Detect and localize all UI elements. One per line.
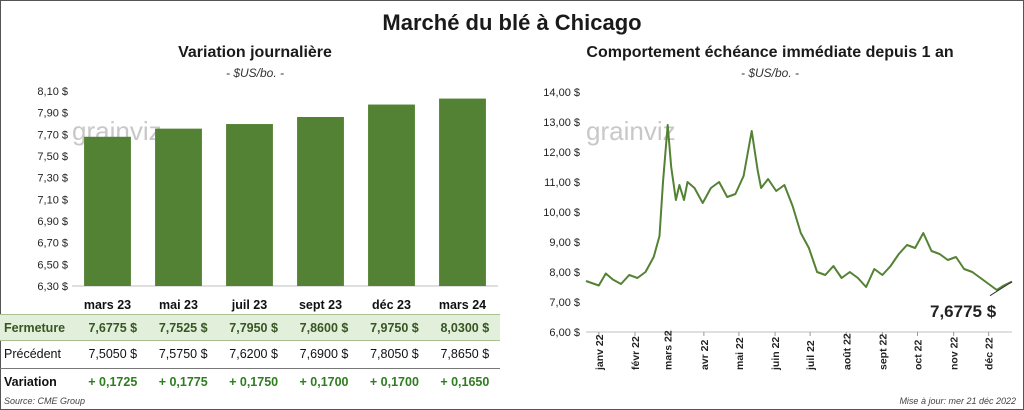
row-label: Précédent	[4, 346, 61, 361]
x-tick-label: sept 22	[877, 334, 889, 370]
table-cell: 7,8600 $	[299, 320, 349, 335]
row-label: Variation	[4, 374, 57, 389]
right-panel-title: Comportement échéance immédiate depuis 1…	[586, 44, 954, 61]
y-tick-label: 7,70 $	[37, 129, 68, 141]
bar	[439, 98, 486, 286]
table-cell: + 0,1700	[369, 374, 419, 389]
x-tick-label: déc 22	[984, 337, 996, 370]
y-tick-label: 7,50 $	[37, 151, 68, 163]
y-tick-label: 9,00 $	[549, 237, 580, 249]
x-tick-label: août 22	[841, 333, 853, 370]
table-cell: 7,7950 $	[229, 320, 278, 335]
bar	[84, 136, 131, 286]
table-cell: + 0,1725	[88, 374, 138, 389]
x-tick-label: mars 23	[84, 298, 131, 312]
table-cell: + 0,1775	[158, 374, 208, 389]
y-tick-label: 7,90 $	[37, 108, 68, 120]
y-tick-label: 8,10 $	[37, 86, 68, 98]
line-chart: grainviz 6,00 $ 7,00 $ 8,00 $ 9,00 $ 10,00 $…	[543, 87, 1013, 371]
right-panel-subtitle: - $US/bo. -	[740, 66, 800, 80]
table-cell: + 0,1650	[440, 374, 490, 389]
x-tick-label: juil 23	[231, 298, 267, 312]
y-tick-label: 6,70 $	[37, 238, 68, 250]
x-tick-label: févr 22	[630, 336, 642, 370]
table-cell: 7,8650 $	[440, 346, 490, 361]
y-tick-label: 7,10 $	[37, 194, 68, 206]
table-row-fermeture: Fermeture 7,6775 $ 7,7525 $ 7,7950 $ 7,8…	[0, 314, 500, 341]
left-panel-subtitle: - $US/bo. -	[225, 66, 285, 80]
table-cell: 8,0300 $	[440, 320, 490, 335]
y-tick-label: 11,00 $	[544, 177, 580, 189]
table-cell: + 0,1750	[229, 374, 279, 389]
bar	[226, 124, 273, 287]
table-row-precedent: Précédent 7,5050 $ 7,5750 $ 7,6200 $ 7,6…	[0, 341, 500, 366]
x-tick-label: mai 22	[734, 337, 746, 370]
bar	[155, 128, 202, 286]
x-tick-label: nov 22	[949, 337, 961, 370]
table-cell: 7,9750 $	[370, 320, 419, 335]
x-tick-label: sept 23	[299, 298, 342, 312]
update-note: Mise à jour: mer 21 déc 2022	[899, 396, 1016, 406]
row-label: Fermeture	[4, 320, 66, 335]
y-tick-label: 7,00 $	[549, 297, 580, 309]
y-tick-label: 14,00 $	[543, 87, 580, 99]
table-row-variation: Variation + 0,1725 + 0,1775 + 0,1750 + 0…	[0, 368, 500, 394]
y-tick-label: 8,00 $	[549, 267, 580, 279]
bar	[368, 104, 415, 287]
table-cell: + 0,1700	[299, 374, 349, 389]
source-note: Source: CME Group	[4, 396, 86, 406]
price-line	[585, 124, 1013, 291]
x-tick-label: mars 22	[663, 330, 675, 370]
x-tick-label: mai 23	[159, 298, 198, 312]
y-tick-label: 12,00 $	[543, 147, 580, 159]
y-tick-label: 6,00 $	[549, 327, 580, 339]
y-tick-label: 7,30 $	[37, 173, 68, 185]
table-cell: 7,7525 $	[158, 320, 208, 335]
last-value-label: 7,6775 $	[930, 302, 997, 321]
page-title: Marché du blé à Chicago	[382, 10, 642, 35]
bar	[297, 117, 344, 286]
line-watermark: grainviz	[586, 116, 676, 146]
x-tick-label: oct 22	[912, 339, 924, 370]
y-tick-label: 6,30 $	[37, 281, 68, 293]
table-cell: 7,6900 $	[299, 346, 349, 361]
x-tick-label: avr 22	[699, 339, 711, 370]
x-tick-label: juin 22	[770, 337, 782, 371]
table-cell: 7,5750 $	[158, 346, 208, 361]
table-cell: 7,8050 $	[370, 346, 419, 361]
y-tick-label: 10,00 $	[543, 207, 580, 219]
x-tick-label: janv 22	[594, 334, 606, 371]
x-tick-label: juil 22	[805, 340, 817, 371]
y-tick-label: 6,90 $	[37, 216, 68, 228]
table-cell: 7,5050 $	[88, 346, 138, 361]
table-cell: 7,6775 $	[88, 320, 138, 335]
y-tick-label: 13,00 $	[543, 117, 580, 129]
y-tick-label: 6,50 $	[37, 259, 68, 271]
bar-chart: grainviz 6,30 $6,50 $6,70 $6,90 $7,10 $7…	[37, 86, 498, 312]
last-value-leader	[989, 281, 1013, 297]
left-panel-title: Variation journalière	[178, 44, 332, 61]
table-cell: 7,6200 $	[229, 346, 278, 361]
x-tick-label: déc 23	[372, 298, 411, 312]
x-tick-label: mars 24	[439, 298, 486, 312]
